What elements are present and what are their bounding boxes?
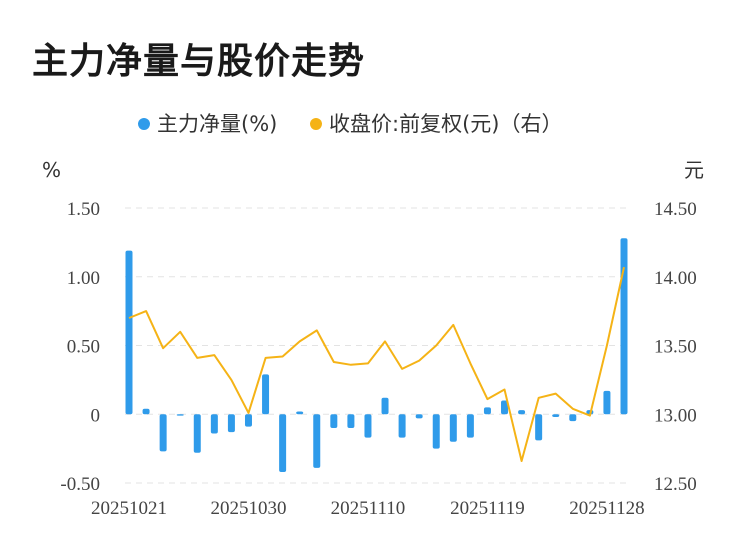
net-flow-bar bbox=[244, 414, 252, 427]
close-price-line bbox=[128, 266, 625, 462]
x-tick-label: 20251110 bbox=[331, 498, 406, 519]
left-tick-label: 1.50 bbox=[67, 199, 100, 220]
chart-title: 主力净量与股价走势 bbox=[32, 41, 366, 82]
left-tick-label: 0.50 bbox=[67, 337, 100, 358]
net-flow-bar bbox=[296, 411, 304, 415]
net-flow-bar bbox=[501, 400, 509, 415]
net-flow-bar bbox=[535, 414, 543, 441]
x-tick-label: 20251128 bbox=[569, 498, 644, 519]
net-flow-bar bbox=[552, 414, 560, 417]
net-flow-bar bbox=[483, 407, 491, 415]
right-tick-label: 13.00 bbox=[654, 405, 697, 426]
net-flow-bar bbox=[330, 414, 338, 428]
net-flow-bar bbox=[176, 414, 184, 416]
left-tick-label: 0 bbox=[91, 405, 101, 426]
net-flow-bar bbox=[210, 414, 218, 434]
net-flow-bar bbox=[279, 414, 287, 472]
right-tick-label: 14.50 bbox=[654, 199, 697, 220]
net-flow-bar bbox=[398, 414, 406, 438]
net-flow-bar bbox=[432, 414, 440, 449]
left-tick-label: 1.00 bbox=[67, 268, 100, 289]
net-flow-bar bbox=[347, 414, 355, 428]
right-tick-label: 12.50 bbox=[654, 474, 697, 495]
net-flow-bar bbox=[159, 414, 167, 452]
net-flow-bar bbox=[125, 250, 133, 415]
left-axis-unit: % bbox=[42, 158, 61, 182]
right-tick-label: 13.50 bbox=[654, 337, 697, 358]
x-tick-label: 20251119 bbox=[450, 498, 525, 519]
net-flow-bar bbox=[603, 390, 611, 415]
x-tick-label: 20251030 bbox=[210, 498, 286, 519]
net-flow-bar bbox=[449, 414, 457, 442]
net-flow-bar bbox=[466, 414, 474, 438]
net-flow-bar bbox=[142, 408, 150, 415]
net-flow-bar bbox=[381, 397, 389, 415]
net-flow-bar bbox=[569, 414, 577, 422]
net-flow-bar bbox=[313, 414, 321, 468]
net-flow-bar bbox=[364, 414, 372, 438]
net-flow-bar bbox=[227, 414, 235, 433]
left-tick-label: -0.50 bbox=[60, 474, 100, 495]
net-flow-bar bbox=[620, 238, 628, 415]
net-flow-bar bbox=[518, 410, 526, 415]
right-tick-label: 14.00 bbox=[654, 268, 697, 289]
legend-marker-net-flow bbox=[138, 118, 150, 130]
right-axis-unit: 元 bbox=[684, 158, 704, 182]
legend-label-net-flow: 主力净量(%) bbox=[157, 112, 277, 136]
legend-label-close-price: 收盘价:前复权(元)（右） bbox=[329, 112, 562, 136]
x-tick-label: 20251021 bbox=[91, 498, 167, 519]
net-flow-bar bbox=[262, 374, 270, 415]
net-flow-bar bbox=[415, 414, 423, 419]
net-flow-bar bbox=[193, 414, 201, 453]
legend-marker-close-price bbox=[310, 118, 322, 130]
